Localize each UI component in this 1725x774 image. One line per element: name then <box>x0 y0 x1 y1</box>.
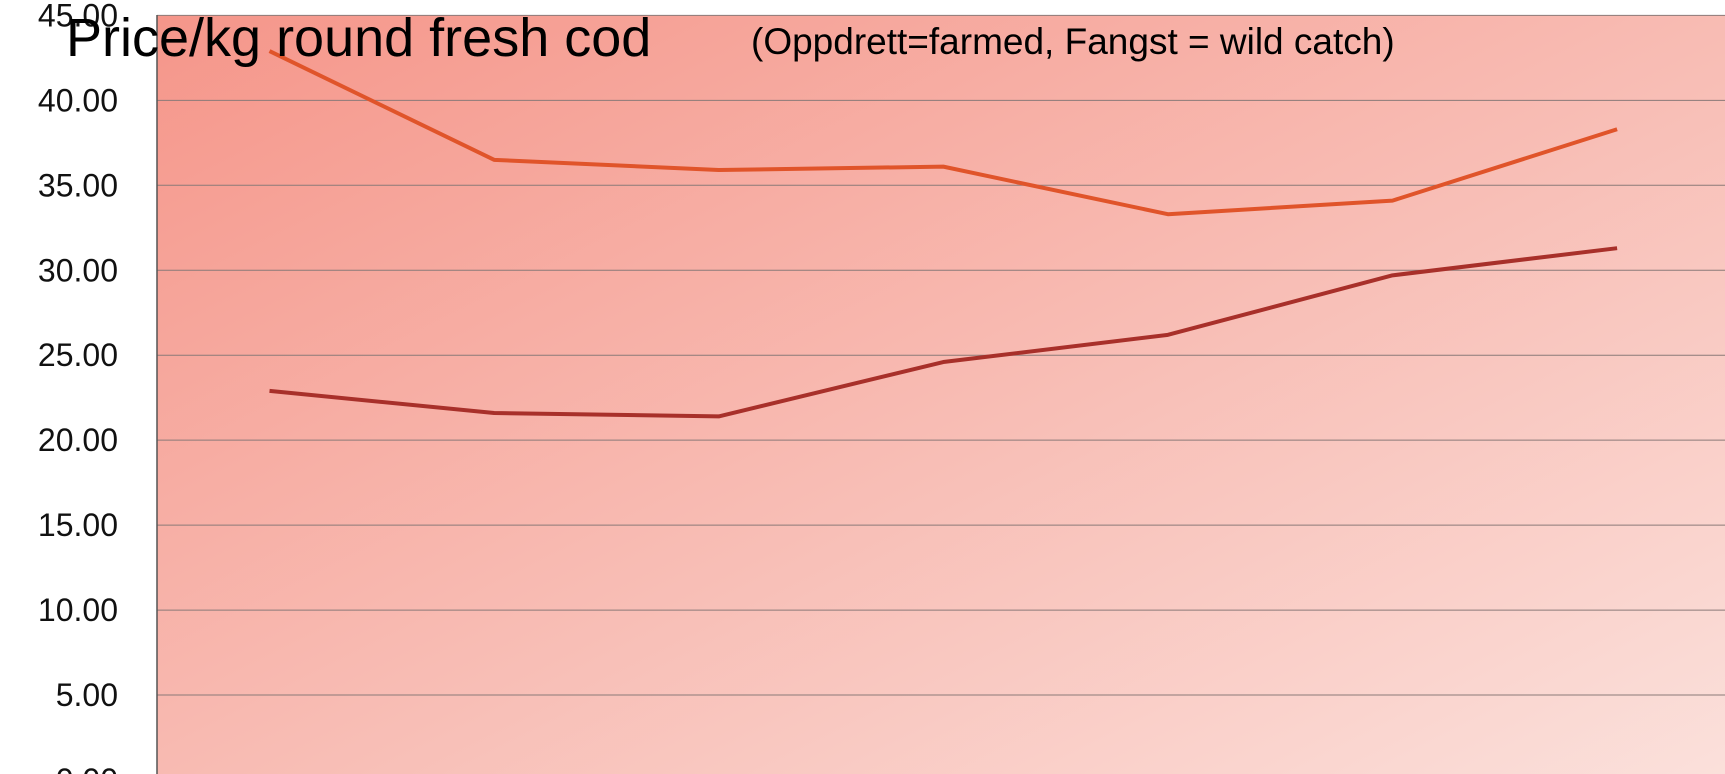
y-tick-label: 0.00 <box>56 762 118 774</box>
series-line <box>269 246 1618 419</box>
series-line <box>268 49 1618 217</box>
y-tick-label: 30.00 <box>38 252 118 288</box>
y-tick-label: 45.00 <box>38 0 118 33</box>
chart-subtitle: (Oppdrett=farmed, Fangst = wild catch) <box>751 21 1395 62</box>
y-tick-label: 20.00 <box>38 422 118 458</box>
y-tick-label: 35.00 <box>38 167 118 203</box>
lines <box>268 49 1618 419</box>
y-tick-label: 10.00 <box>38 592 118 628</box>
y-tick-label: 40.00 <box>38 82 118 118</box>
y-tick-label: 15.00 <box>38 507 118 543</box>
plot-background <box>157 15 1725 774</box>
y-tick-label: 5.00 <box>56 677 118 713</box>
chart-title: Price/kg round fresh cod <box>66 8 651 68</box>
y-ticks: 0.00 5.00 10.00 15.00 20.00 25.00 30.00 35.00 40… <box>38 0 118 774</box>
grid <box>157 14 1725 696</box>
y-tick-label: 25.00 <box>38 337 118 373</box>
